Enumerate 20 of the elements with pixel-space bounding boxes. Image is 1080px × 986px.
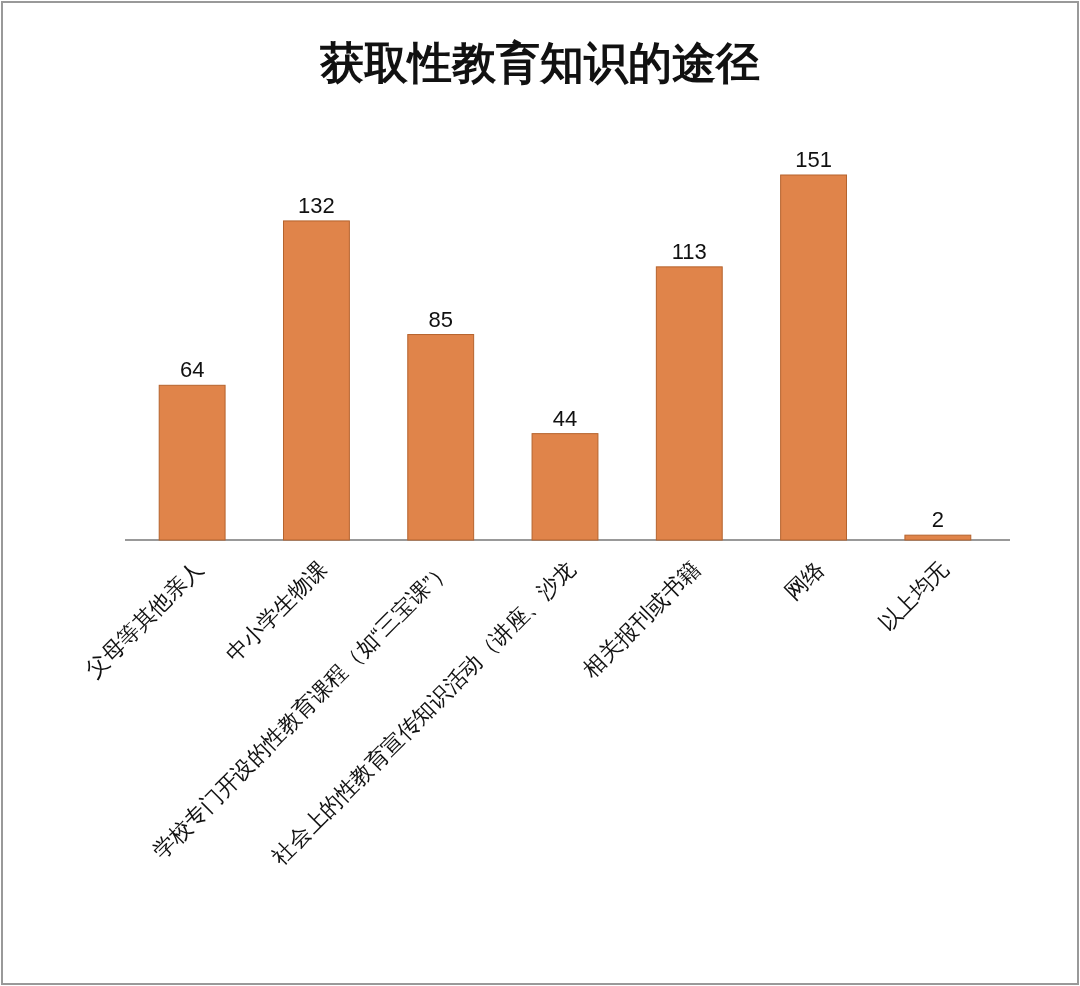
- data-label: 85: [428, 306, 453, 332]
- data-label: 132: [298, 192, 335, 218]
- data-label: 113: [671, 238, 707, 264]
- x-tick-label: 相关报刊或书籍: [578, 555, 705, 683]
- bar: [655, 266, 723, 541]
- x-tick-label: 中小学生物课: [220, 555, 332, 667]
- x-tick-label: 父母等其他亲人: [81, 555, 208, 683]
- data-label: 2: [931, 507, 944, 533]
- bar: [780, 174, 848, 541]
- bar: [904, 534, 972, 541]
- bar: [407, 334, 475, 541]
- data-label: 151: [795, 147, 832, 172]
- data-label: 64: [179, 357, 205, 383]
- x-tick-label: 网络: [780, 555, 830, 605]
- bar: [282, 220, 350, 541]
- x-tick-label: 以上均无: [873, 555, 954, 636]
- bar: [531, 433, 599, 541]
- bar: [158, 384, 226, 541]
- data-label: 44: [552, 405, 578, 431]
- chart-title: 获取性教育知识的途径: [319, 38, 760, 87]
